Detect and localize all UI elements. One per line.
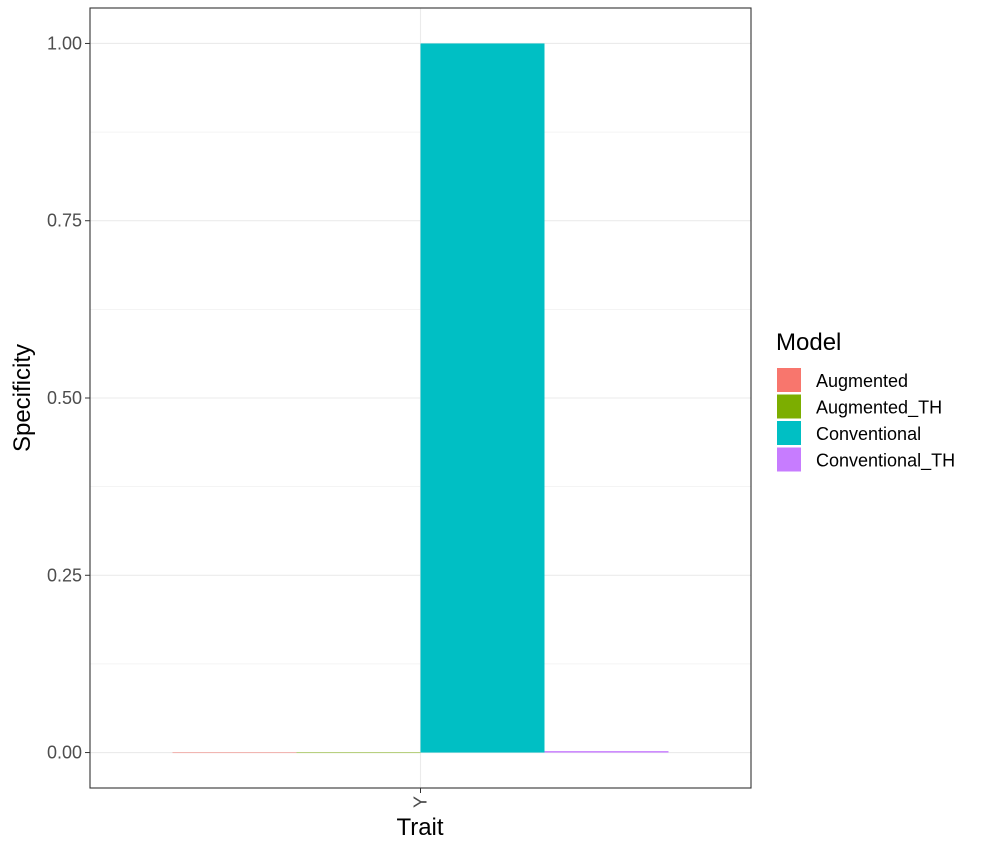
legend-key-augmented-th xyxy=(777,394,801,419)
legend-key-augmented xyxy=(777,368,801,392)
y-tick-label: 1.00 xyxy=(47,33,82,53)
legend-key-conventional-th xyxy=(777,447,801,472)
bar-augmented-th xyxy=(296,752,421,754)
bar-conventional xyxy=(420,43,545,753)
y-axis: 0.00 0.25 0.50 0.75 1.00 xyxy=(47,33,90,763)
x-axis: Y xyxy=(411,788,431,808)
y-tick-label: 0.00 xyxy=(47,743,82,763)
bar-augmented xyxy=(172,752,297,754)
y-tick-label: 0.50 xyxy=(47,388,82,408)
legend-label: Conventional xyxy=(816,424,921,444)
x-tick-label: Y xyxy=(411,796,431,808)
legend-title: Model xyxy=(776,329,841,356)
plot-panel xyxy=(89,7,752,789)
x-axis-title: Trait xyxy=(396,814,443,841)
legend-label: Conventional_TH xyxy=(816,451,955,472)
y-axis-title: Specificity xyxy=(9,344,36,452)
y-tick-label: 0.75 xyxy=(47,211,82,231)
legend: Model Augmented Augmented_TH Conventional C… xyxy=(776,329,955,472)
legend-label: Augmented xyxy=(816,371,908,391)
legend-label: Augmented_TH xyxy=(816,398,942,419)
bar-conventional-th xyxy=(544,751,669,753)
legend-key-conventional xyxy=(777,421,801,445)
y-tick-label: 0.25 xyxy=(47,565,82,585)
